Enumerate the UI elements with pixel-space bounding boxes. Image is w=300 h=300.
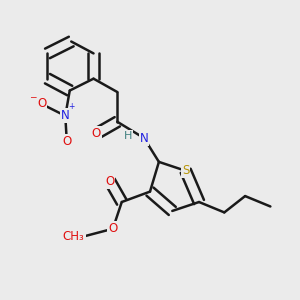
Text: +: +	[69, 102, 75, 111]
Text: O: O	[105, 175, 115, 188]
Text: −: −	[29, 92, 37, 101]
Text: O: O	[62, 135, 71, 148]
Text: N: N	[140, 132, 148, 145]
Text: N: N	[61, 109, 70, 122]
Text: O: O	[37, 98, 46, 110]
Text: O: O	[92, 127, 101, 140]
Text: S: S	[182, 164, 189, 177]
Text: CH₃: CH₃	[63, 230, 85, 243]
Text: H: H	[124, 131, 132, 141]
Text: O: O	[108, 222, 118, 235]
